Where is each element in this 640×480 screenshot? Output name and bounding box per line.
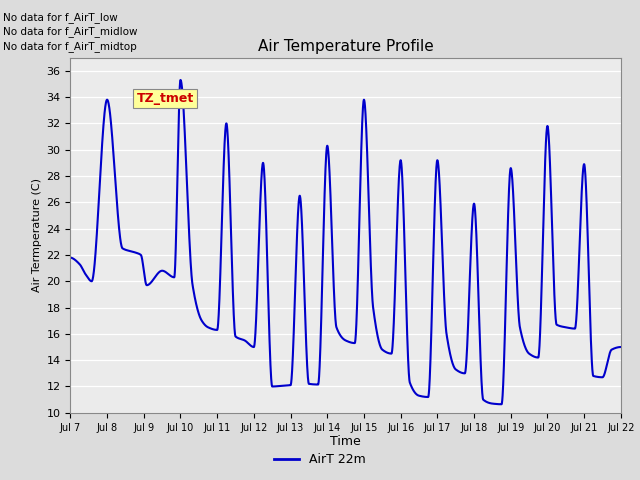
Legend: AirT 22m: AirT 22m	[269, 448, 371, 471]
Text: No data for f_AirT_low: No data for f_AirT_low	[3, 12, 118, 23]
Y-axis label: Air Termperature (C): Air Termperature (C)	[32, 178, 42, 292]
Text: TZ_tmet: TZ_tmet	[136, 92, 194, 105]
Title: Air Temperature Profile: Air Temperature Profile	[258, 39, 433, 54]
Text: No data for f_AirT_midlow: No data for f_AirT_midlow	[3, 26, 138, 37]
Text: No data for f_AirT_midtop: No data for f_AirT_midtop	[3, 41, 137, 52]
X-axis label: Time: Time	[330, 435, 361, 448]
